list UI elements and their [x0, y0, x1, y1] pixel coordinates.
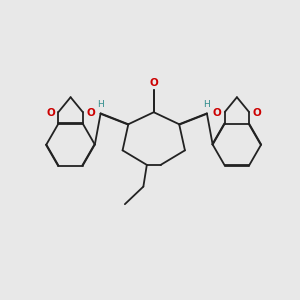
Text: H: H: [203, 100, 210, 109]
Text: O: O: [86, 108, 95, 118]
Text: O: O: [149, 78, 158, 88]
Text: O: O: [253, 108, 261, 118]
Text: O: O: [46, 108, 55, 118]
Text: O: O: [213, 108, 221, 118]
Text: H: H: [97, 100, 104, 109]
